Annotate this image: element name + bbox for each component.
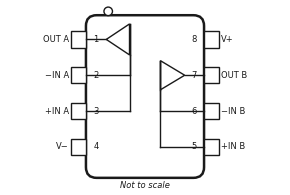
Text: 7: 7 bbox=[191, 71, 197, 80]
Text: 8: 8 bbox=[191, 35, 197, 44]
Text: 6: 6 bbox=[191, 106, 197, 116]
Bar bbox=[204, 103, 219, 119]
Text: 4: 4 bbox=[93, 142, 99, 151]
Text: OUT B: OUT B bbox=[221, 71, 247, 80]
Polygon shape bbox=[160, 61, 185, 90]
Text: +IN B: +IN B bbox=[221, 142, 245, 151]
Bar bbox=[71, 139, 86, 155]
Text: 1: 1 bbox=[93, 35, 99, 44]
Text: +IN A: +IN A bbox=[45, 106, 69, 116]
Text: OUT A: OUT A bbox=[43, 35, 69, 44]
Bar bbox=[71, 67, 86, 83]
Text: 3: 3 bbox=[93, 106, 99, 116]
Text: −IN A: −IN A bbox=[45, 71, 69, 80]
FancyBboxPatch shape bbox=[86, 15, 204, 178]
Text: Not to scale: Not to scale bbox=[120, 181, 170, 191]
Text: 2: 2 bbox=[93, 71, 99, 80]
Bar bbox=[204, 139, 219, 155]
Bar bbox=[71, 103, 86, 119]
Bar bbox=[204, 31, 219, 48]
Bar bbox=[71, 31, 86, 48]
Text: 5: 5 bbox=[191, 142, 197, 151]
Bar bbox=[204, 67, 219, 83]
Text: −IN B: −IN B bbox=[221, 106, 245, 116]
Text: V+: V+ bbox=[221, 35, 233, 44]
Text: V−: V− bbox=[56, 142, 69, 151]
Polygon shape bbox=[106, 24, 130, 55]
Circle shape bbox=[104, 7, 113, 16]
